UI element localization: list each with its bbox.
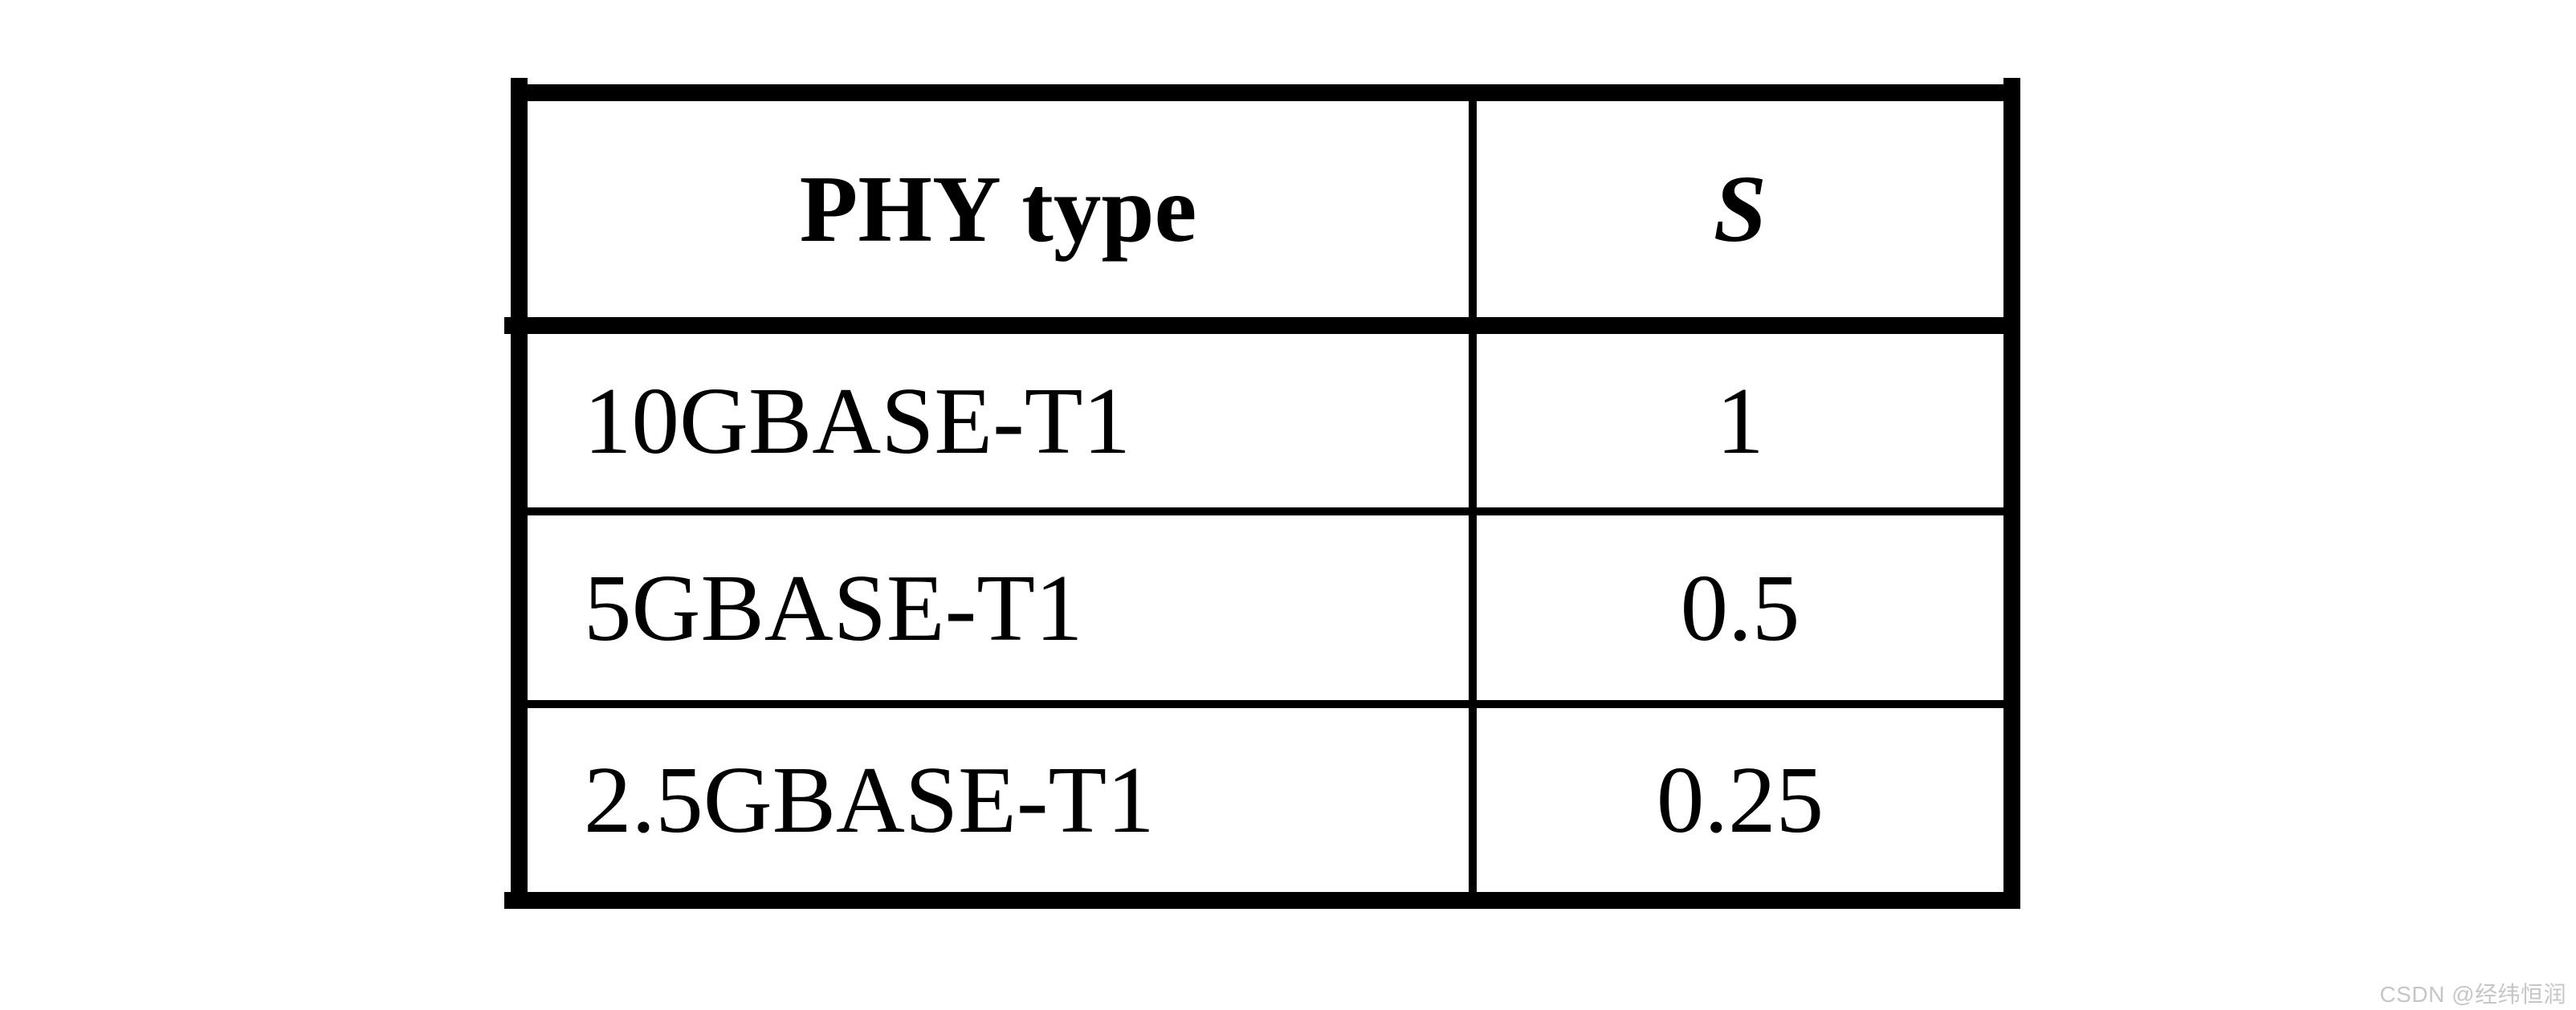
border-artifact: [504, 317, 511, 334]
header-phy-type-label: PHY type: [799, 156, 1197, 263]
phy-type-value: 5GBASE-T1: [584, 554, 1083, 661]
phy-type-table: PHY type S 10GBASE-T1 1 5GBASE-T1 0.5 2.…: [504, 78, 2020, 909]
border-artifact: [2003, 78, 2020, 85]
s-value: 0.5: [1680, 554, 1800, 661]
row-divider-line-2: [528, 700, 2003, 708]
s-value: 0.25: [1656, 747, 1824, 853]
header-cell-s: S: [1477, 101, 2003, 317]
phy-type-value: 10GBASE-T1: [584, 367, 1131, 474]
border-artifact: [504, 892, 511, 909]
header-cell-phy-type: PHY type: [528, 101, 1469, 317]
border-artifact: [511, 78, 528, 85]
header-s-label: S: [1713, 156, 1767, 263]
table-row-3-s-cell: 0.25: [1477, 708, 2003, 892]
table-row-1-s-cell: 1: [1477, 334, 2003, 507]
phy-type-value: 2.5GBASE-T1: [584, 747, 1155, 853]
column-divider-line: [1469, 101, 1477, 892]
table-row-1-phy-type-cell: 10GBASE-T1: [528, 334, 1469, 507]
table-row-2-phy-type-cell: 5GBASE-T1: [528, 515, 1469, 700]
s-value: 1: [1716, 367, 1764, 474]
header-separator-line: [511, 317, 2020, 334]
table-row-2-s-cell: 0.5: [1477, 515, 2003, 700]
table-row-3-phy-type-cell: 2.5GBASE-T1: [528, 708, 1469, 892]
row-divider-line-1: [528, 507, 2003, 515]
csdn-watermark: CSDN @经纬恒润: [2379, 982, 2566, 1007]
